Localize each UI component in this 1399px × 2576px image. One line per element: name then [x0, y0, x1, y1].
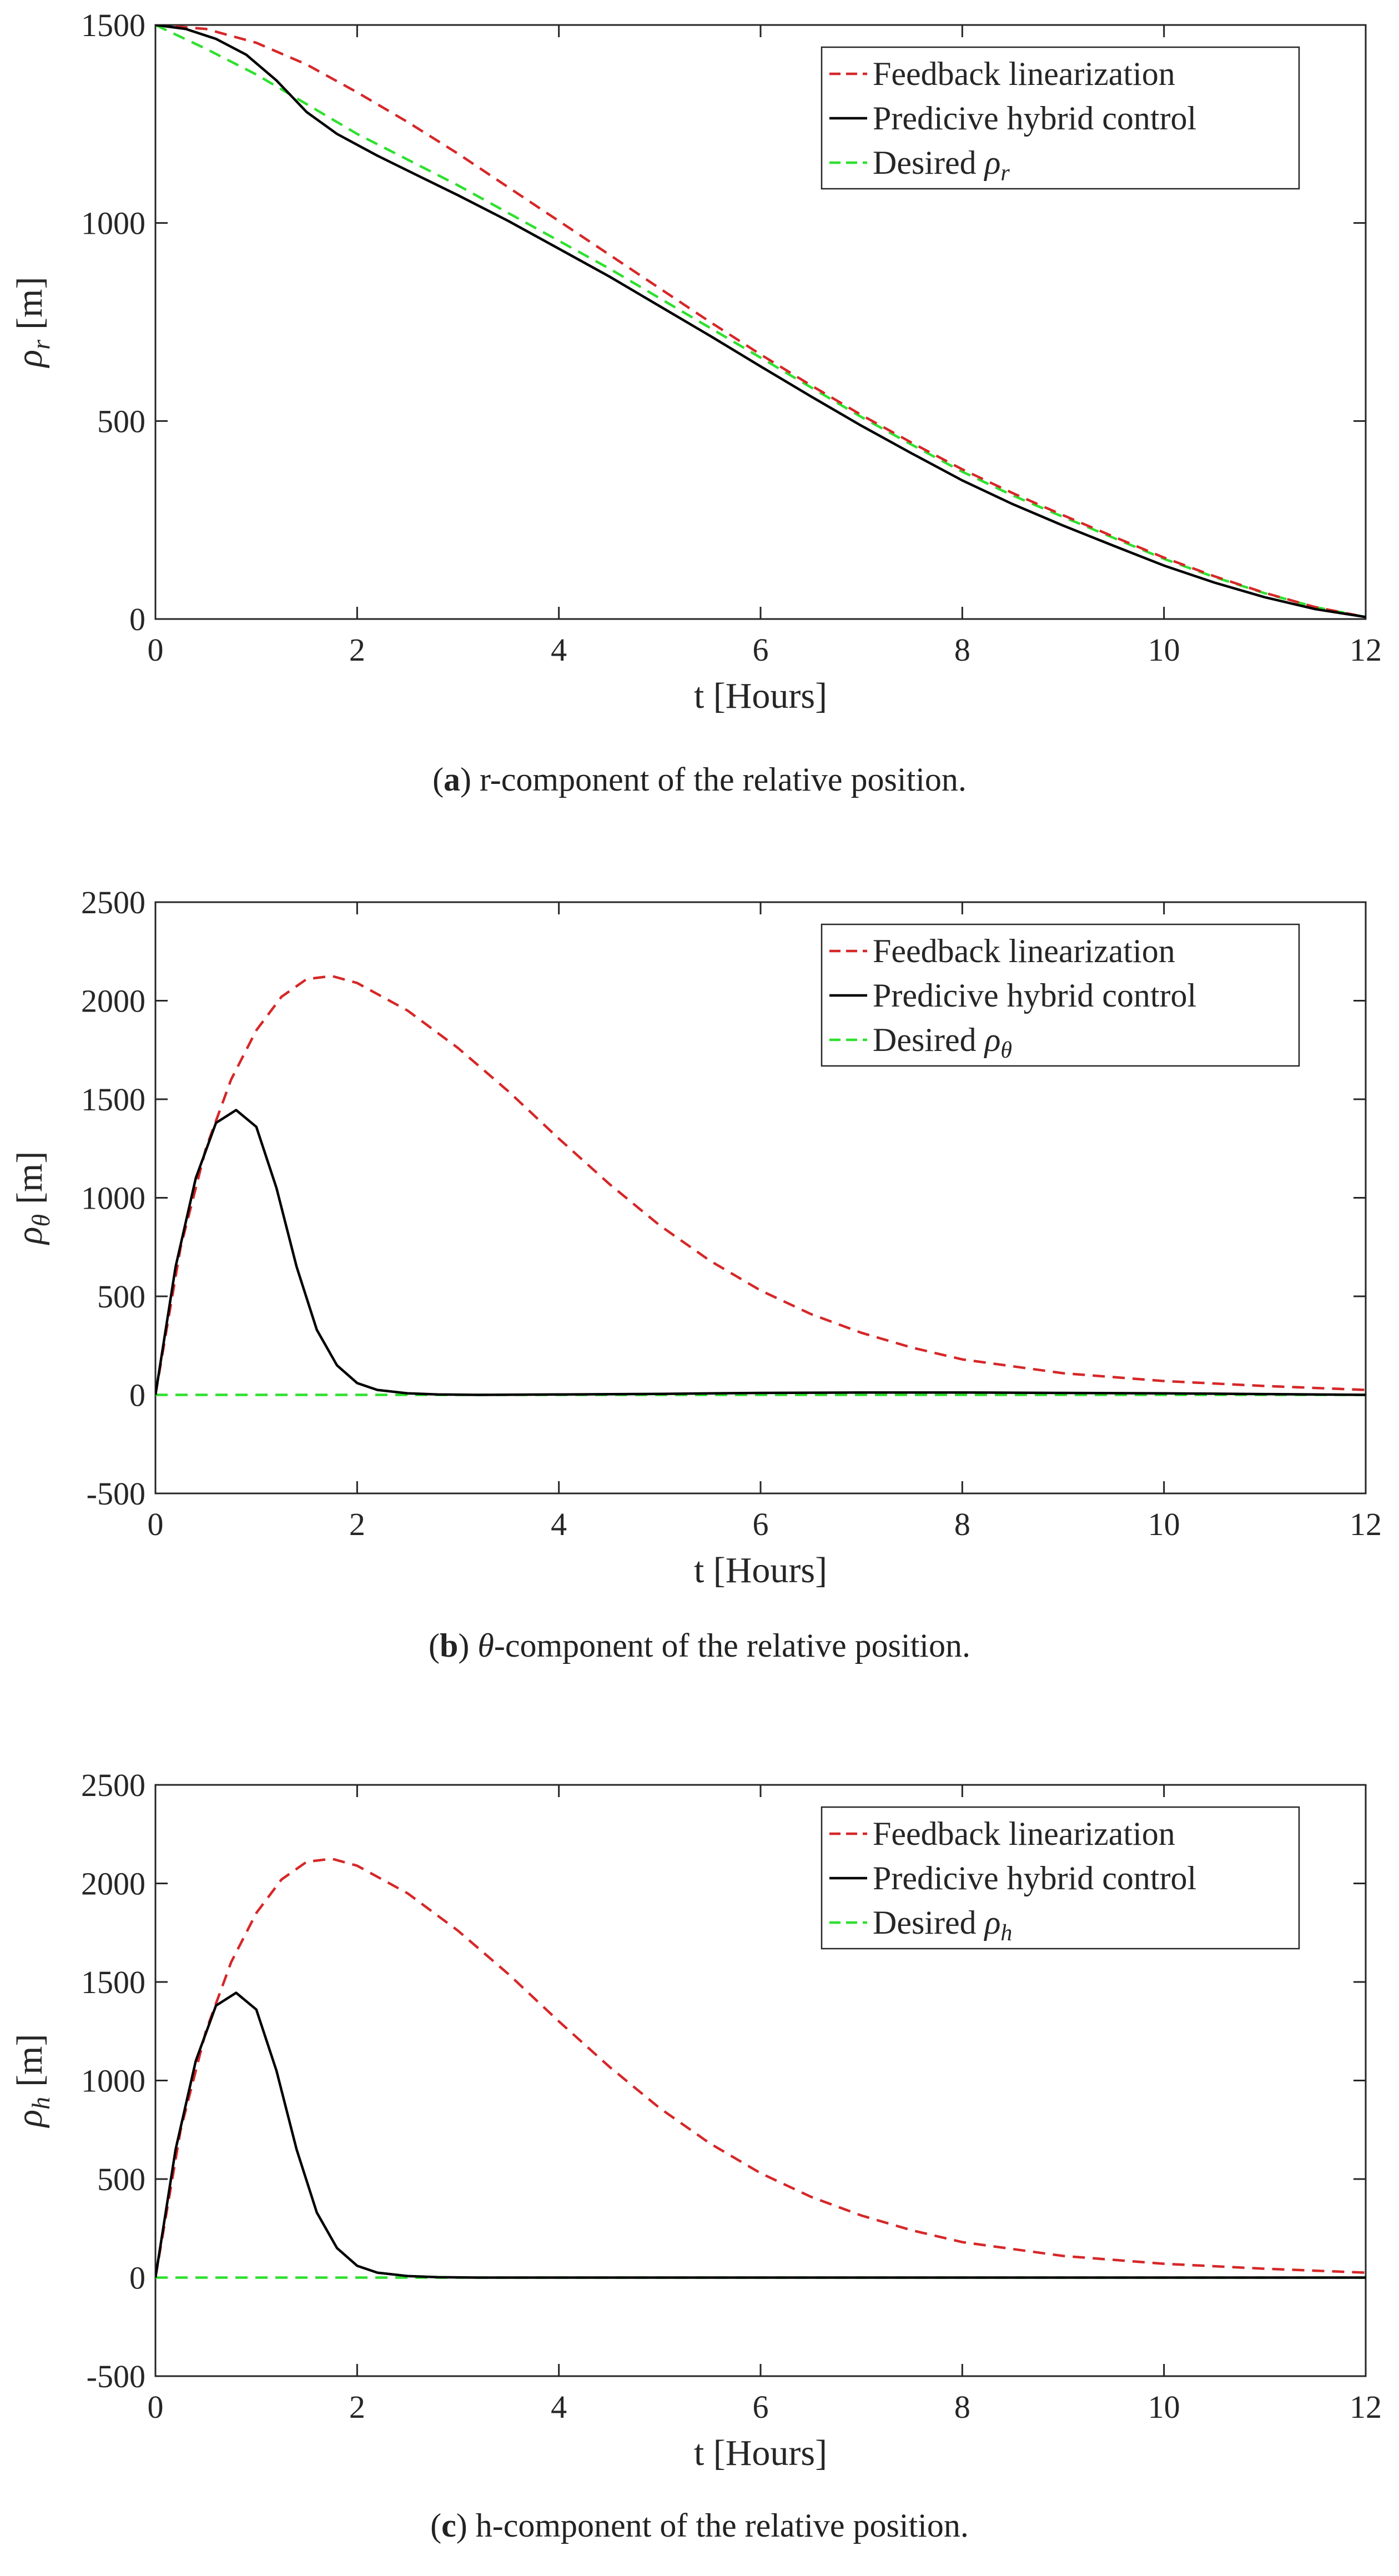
x-tick-label: 4: [551, 2389, 567, 2425]
y-axis-label: ρθ [m]: [9, 1151, 55, 1246]
x-tick-label: 10: [1148, 1506, 1180, 1542]
y-tick-label: 500: [97, 1279, 145, 1315]
y-tick-label: 1000: [81, 2063, 145, 2099]
y-tick-label: 2000: [81, 1866, 145, 1902]
y-tick-label: 1000: [81, 1180, 145, 1216]
y-tick-label: -500: [87, 1476, 145, 1512]
legend-label: Feedback linearization: [873, 933, 1175, 969]
y-axis-label: ρh [m]: [9, 2034, 55, 2129]
y-axis-label-unit: [m]: [9, 1151, 50, 1204]
y-axis-label-symbol: ρ: [9, 1227, 50, 1246]
series-group: [155, 25, 1366, 618]
series-line-feedback-linearization: [155, 974, 1366, 1395]
legend-label: Desired ρθ: [873, 1022, 1012, 1063]
caption-a-label: a: [444, 761, 461, 798]
legend-box: [821, 46, 1300, 190]
legend-label: Desired ρh: [873, 1904, 1012, 1946]
x-tick-label: 8: [954, 632, 970, 668]
series-group: [155, 1857, 1366, 2279]
x-axis-label: t [Hours]: [694, 1550, 827, 1591]
series-line-feedback-linearization: [155, 25, 1366, 618]
figure-a: 0 2 4 6 8 10 12 0 500 1000 1500 t [Hours] ρr[m] Feedb…: [0, 0, 1399, 822]
y-tick-label: 1500: [81, 1964, 145, 2000]
legend-label: Predicive hybrid control: [873, 977, 1196, 1014]
x-axis-label: t [Hours]: [694, 2433, 827, 2473]
caption-a: (a) r-component of the relative position…: [432, 761, 967, 798]
caption-b-label: b: [440, 1627, 459, 1664]
series-line-predictive-hybrid-control: [155, 1991, 1366, 2279]
x-tick-label: 12: [1350, 632, 1382, 668]
y-tick-label: 2500: [81, 884, 145, 920]
x-tick-label: 8: [954, 1506, 970, 1542]
y-tick-label: 0: [129, 1377, 145, 1413]
y-axis-label: ρr [m]: [9, 277, 55, 369]
y-axis-label-subscript: r: [27, 339, 55, 350]
y-tick-label: 1500: [81, 7, 145, 43]
legend-label: Feedback linearization: [873, 56, 1175, 92]
legend-box: [821, 923, 1300, 1067]
y-tick-label: 2000: [81, 983, 145, 1019]
y-axis-label-subscript: θ: [27, 1214, 55, 1227]
legend-label: Predicive hybrid control: [873, 1860, 1196, 1896]
y-tick-label: 500: [97, 2161, 145, 2197]
x-tick-label: 8: [954, 2389, 970, 2425]
x-tick-label: 0: [148, 632, 164, 668]
x-tick-label: 6: [753, 2389, 769, 2425]
y-tick-label: 0: [129, 2260, 145, 2296]
caption-b: (b) θ-component of the relative position…: [429, 1627, 970, 1664]
legend-label-subscript: h: [1000, 1920, 1012, 1946]
y-tick-label: 2500: [81, 1767, 145, 1803]
caption-c: (c) h-component of the relative position…: [430, 2507, 969, 2544]
x-tick-label: 6: [753, 1506, 769, 1542]
legend-label: Desired ρr: [873, 144, 1010, 186]
y-tick-label: -500: [87, 2358, 145, 2394]
legend-label-subscript: r: [1000, 160, 1010, 186]
legend-label: Predicive hybrid control: [873, 100, 1196, 137]
y-axis-label-symbol: ρ: [9, 2110, 50, 2129]
x-tick-label: 12: [1350, 1506, 1382, 1542]
x-tick-label: 0: [148, 1506, 164, 1542]
x-axis-label: t [Hours]: [694, 676, 827, 716]
y-tick-label: 500: [97, 403, 145, 439]
y-tick-label: 0: [129, 601, 145, 637]
series-group: [155, 974, 1366, 1396]
figure-c: 0 2 4 6 8 10 12 -500 0 500 1000 1500 2000 2500 t [Hour…: [0, 1760, 1399, 2576]
y-tick-label: 1000: [81, 205, 145, 242]
figure-b: 0 2 4 6 8 10 12 -500 0 500 1000 1500 2000 2500 t [Hour…: [0, 877, 1399, 1693]
x-tick-label: 6: [753, 632, 769, 668]
x-tick-label: 4: [551, 1506, 567, 1542]
series-line-predictive-hybrid-control: [155, 1109, 1366, 1396]
legend-label: Feedback linearization: [873, 1815, 1175, 1852]
caption-b-text: -component of the relative position.: [494, 1627, 970, 1664]
series-line-feedback-linearization: [155, 1857, 1366, 2278]
caption-c-label: c: [441, 2507, 456, 2544]
x-tick-label: 10: [1148, 632, 1180, 668]
x-tick-label: 2: [349, 1506, 365, 1542]
x-tick-label: 0: [148, 2389, 164, 2425]
x-tick-label: 2: [349, 632, 365, 668]
caption-c-text: h-component of the relative position.: [467, 2507, 969, 2544]
y-axis-label-symbol: ρ: [9, 350, 50, 369]
y-axis-label-unit: [m]: [9, 2034, 50, 2087]
series-line-predictive-hybrid-control: [155, 25, 1366, 618]
x-tick-label: 4: [551, 632, 567, 668]
y-axis-label-subscript: h: [27, 2097, 55, 2110]
legend-label-subscript: θ: [1000, 1038, 1012, 1063]
caption-a-text: r-component of the relative position.: [471, 761, 967, 798]
x-tick-label: 2: [349, 2389, 365, 2425]
legend-box: [821, 1806, 1300, 1950]
y-axis-label-unit: [m]: [9, 277, 50, 330]
caption-b-symbol: θ: [477, 1627, 494, 1664]
y-tick-label: 1500: [81, 1081, 145, 1118]
x-tick-label: 12: [1350, 2389, 1382, 2425]
x-tick-label: 10: [1148, 2389, 1180, 2425]
